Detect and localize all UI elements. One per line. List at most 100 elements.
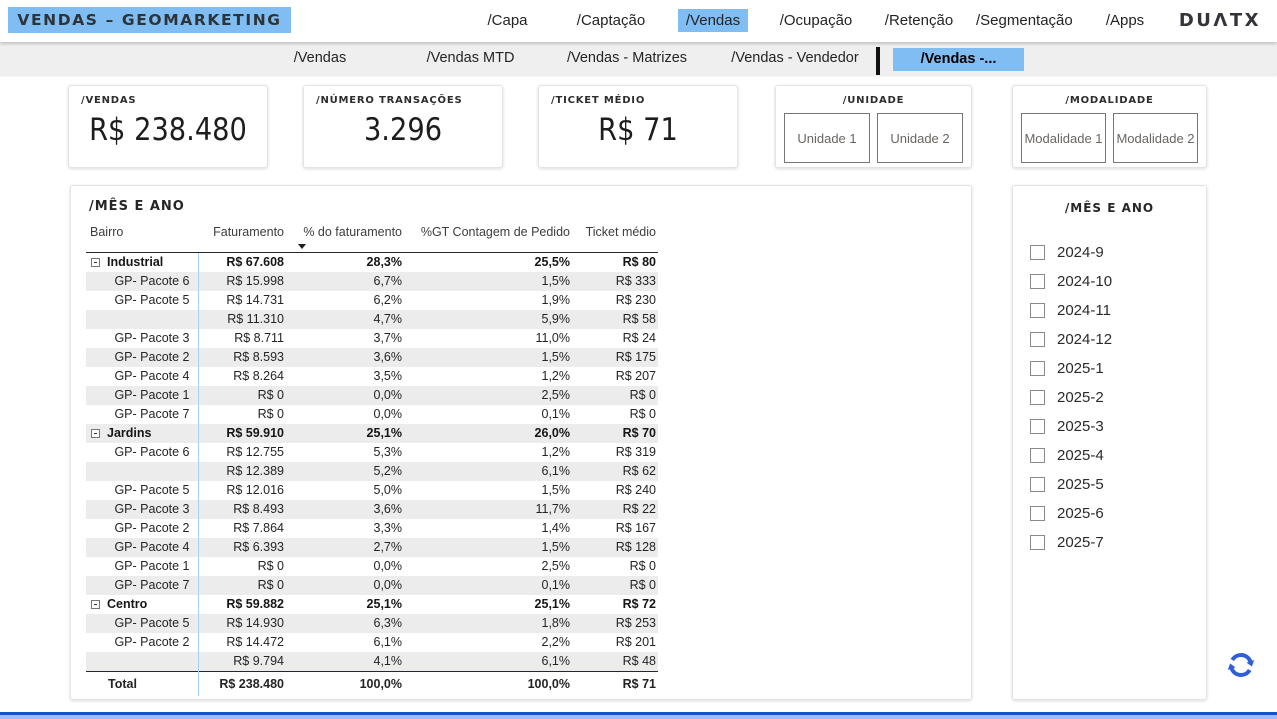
bairro-cell[interactable]: GP- Pacote 2 xyxy=(114,521,190,535)
bairro-cell[interactable]: GP- Pacote 4 xyxy=(114,369,190,383)
collapse-icon[interactable] xyxy=(91,429,100,438)
value-cell[interactable]: 0,0% xyxy=(373,407,403,421)
value-cell[interactable]: 1,5% xyxy=(541,483,571,497)
nav-item-apps[interactable]: /Apps xyxy=(1105,12,1145,29)
value-cell[interactable]: 2,5% xyxy=(541,559,571,573)
value-cell[interactable]: 28,3% xyxy=(366,255,402,269)
value-cell[interactable]: 1,2% xyxy=(541,369,571,383)
bairro-cell[interactable]: Industrial xyxy=(86,253,198,273)
value-cell[interactable]: 6,7% xyxy=(373,274,403,288)
value-cell[interactable]: R$ 0 xyxy=(197,405,286,424)
value-cell[interactable]: R$ 238.480 xyxy=(197,671,286,696)
value-cell[interactable]: 25,1% xyxy=(534,597,570,611)
value-cell[interactable]: R$ 14.731 xyxy=(197,291,286,310)
column-header-ticket-medio[interactable]: Ticket médio xyxy=(572,222,658,253)
subnav-item-vendas-mtd[interactable]: /Vendas MTD xyxy=(426,50,515,66)
value-cell[interactable]: R$ 0 xyxy=(629,388,656,402)
value-cell[interactable]: 2,5% xyxy=(541,388,571,402)
value-cell[interactable]: R$ 67.608 xyxy=(197,252,286,272)
value-cell[interactable]: 0,0% xyxy=(373,388,403,402)
bairro-cell[interactable]: GP- Pacote 1 xyxy=(114,388,190,402)
column-header-gt-contagem[interactable]: %GT Contagem de Pedido xyxy=(404,222,572,253)
subnav-item-vendas-matrizes[interactable]: /Vendas - Matrizes xyxy=(566,50,688,66)
value-cell[interactable]: R$ 14.930 xyxy=(197,614,286,633)
value-cell[interactable]: 25,1% xyxy=(366,597,402,611)
value-cell[interactable]: 1,5% xyxy=(541,540,571,554)
month-checkbox[interactable] xyxy=(1030,361,1045,376)
bairro-cell[interactable]: GP- Pacote 7 xyxy=(114,578,190,592)
column-header-bairro[interactable]: Bairro xyxy=(86,222,198,253)
bairro-cell[interactable] xyxy=(86,462,198,481)
value-cell[interactable]: R$ 0 xyxy=(629,407,656,421)
value-cell[interactable]: R$ 22 xyxy=(622,502,656,516)
value-cell[interactable]: R$ 24 xyxy=(622,331,656,345)
month-filter-item[interactable]: 2025-4 xyxy=(1030,441,1200,470)
collapse-icon[interactable] xyxy=(91,600,100,609)
month-checkbox[interactable] xyxy=(1030,274,1045,289)
value-cell[interactable]: 6,1% xyxy=(373,635,403,649)
value-cell[interactable]: R$ 0 xyxy=(197,576,286,595)
value-cell[interactable]: 100,0% xyxy=(286,671,404,696)
value-cell[interactable]: 4,7% xyxy=(373,312,403,326)
value-cell[interactable]: R$ 8.264 xyxy=(197,367,286,386)
nav-item-ocupacao[interactable]: /Ocupação xyxy=(779,12,853,29)
value-cell[interactable]: 3,3% xyxy=(373,521,403,535)
value-cell[interactable]: 6,2% xyxy=(373,293,403,307)
month-filter-item[interactable]: 2025-3 xyxy=(1030,412,1200,441)
value-cell[interactable]: 3,6% xyxy=(373,350,403,364)
value-cell[interactable]: R$ 7.864 xyxy=(197,519,286,538)
value-cell[interactable]: R$ 80 xyxy=(622,255,656,269)
value-cell[interactable]: 2,7% xyxy=(373,540,403,554)
value-cell[interactable]: R$ 48 xyxy=(622,654,656,668)
value-cell[interactable]: R$ 71 xyxy=(572,671,658,696)
value-cell[interactable]: R$ 0 xyxy=(629,578,656,592)
value-cell[interactable]: 6,1% xyxy=(541,654,571,668)
subnav-item-vendas-active[interactable]: /Vendas -... xyxy=(893,48,1024,71)
value-cell[interactable]: 0,0% xyxy=(373,559,403,573)
subnav-item-vendas-vendedor[interactable]: /Vendas - Vendedor xyxy=(731,50,859,66)
bairro-cell[interactable]: Centro xyxy=(86,595,198,614)
value-cell[interactable]: 3,5% xyxy=(373,369,403,383)
month-checkbox[interactable] xyxy=(1030,448,1045,463)
sort-descending-icon[interactable] xyxy=(298,244,306,249)
bairro-cell[interactable]: GP- Pacote 2 xyxy=(114,635,190,649)
value-cell[interactable]: R$ 58 xyxy=(622,312,656,326)
month-filter-item[interactable]: 2024-10 xyxy=(1030,267,1200,296)
value-cell[interactable]: 4,1% xyxy=(373,654,403,668)
value-cell[interactable]: 6,1% xyxy=(541,464,571,478)
subnav-item-vendas[interactable]: /Vendas xyxy=(293,50,347,66)
month-filter-item[interactable]: 2025-2 xyxy=(1030,383,1200,412)
nav-item-capa[interactable]: /Capa xyxy=(487,12,528,29)
value-cell[interactable]: 1,4% xyxy=(541,521,571,535)
bairro-cell[interactable]: GP- Pacote 1 xyxy=(114,559,190,573)
value-cell[interactable]: R$ 59.910 xyxy=(197,424,286,443)
value-cell[interactable]: R$ 319 xyxy=(615,445,656,459)
modalidade-2-button[interactable]: Modalidade 2 xyxy=(1113,113,1198,163)
bairro-cell[interactable]: GP- Pacote 2 xyxy=(114,350,190,364)
value-cell[interactable]: 0,1% xyxy=(541,578,571,592)
value-cell[interactable]: R$ 9.794 xyxy=(197,652,286,672)
value-cell[interactable]: R$ 167 xyxy=(615,521,656,535)
month-filter-item[interactable]: 2024-9 xyxy=(1030,238,1200,267)
nav-item-segmentacao[interactable]: /Segmentação xyxy=(976,12,1073,29)
nav-item-vendas[interactable]: /Vendas xyxy=(673,0,753,42)
value-cell[interactable]: 100,0% xyxy=(404,671,572,696)
month-checkbox[interactable] xyxy=(1030,390,1045,405)
month-filter-item[interactable]: 2025-7 xyxy=(1030,528,1200,557)
value-cell[interactable]: 5,9% xyxy=(541,312,571,326)
unidade-1-button[interactable]: Unidade 1 xyxy=(784,113,870,163)
value-cell[interactable]: 2,2% xyxy=(541,635,571,649)
value-cell[interactable]: R$ 12.755 xyxy=(197,443,286,462)
month-checkbox[interactable] xyxy=(1030,535,1045,550)
value-cell[interactable]: 0,1% xyxy=(541,407,571,421)
bairro-cell[interactable]: GP- Pacote 5 xyxy=(114,483,190,497)
value-cell[interactable]: 1,9% xyxy=(541,293,571,307)
value-cell[interactable]: 1,5% xyxy=(541,350,571,364)
value-cell[interactable]: R$ 230 xyxy=(615,293,656,307)
value-cell[interactable]: R$ 0 xyxy=(629,559,656,573)
value-cell[interactable]: R$ 333 xyxy=(615,274,656,288)
value-cell[interactable]: R$ 59.882 xyxy=(197,595,286,614)
month-checkbox[interactable] xyxy=(1030,506,1045,521)
value-cell[interactable]: 5,3% xyxy=(373,445,403,459)
value-cell[interactable]: 0,0% xyxy=(373,578,403,592)
